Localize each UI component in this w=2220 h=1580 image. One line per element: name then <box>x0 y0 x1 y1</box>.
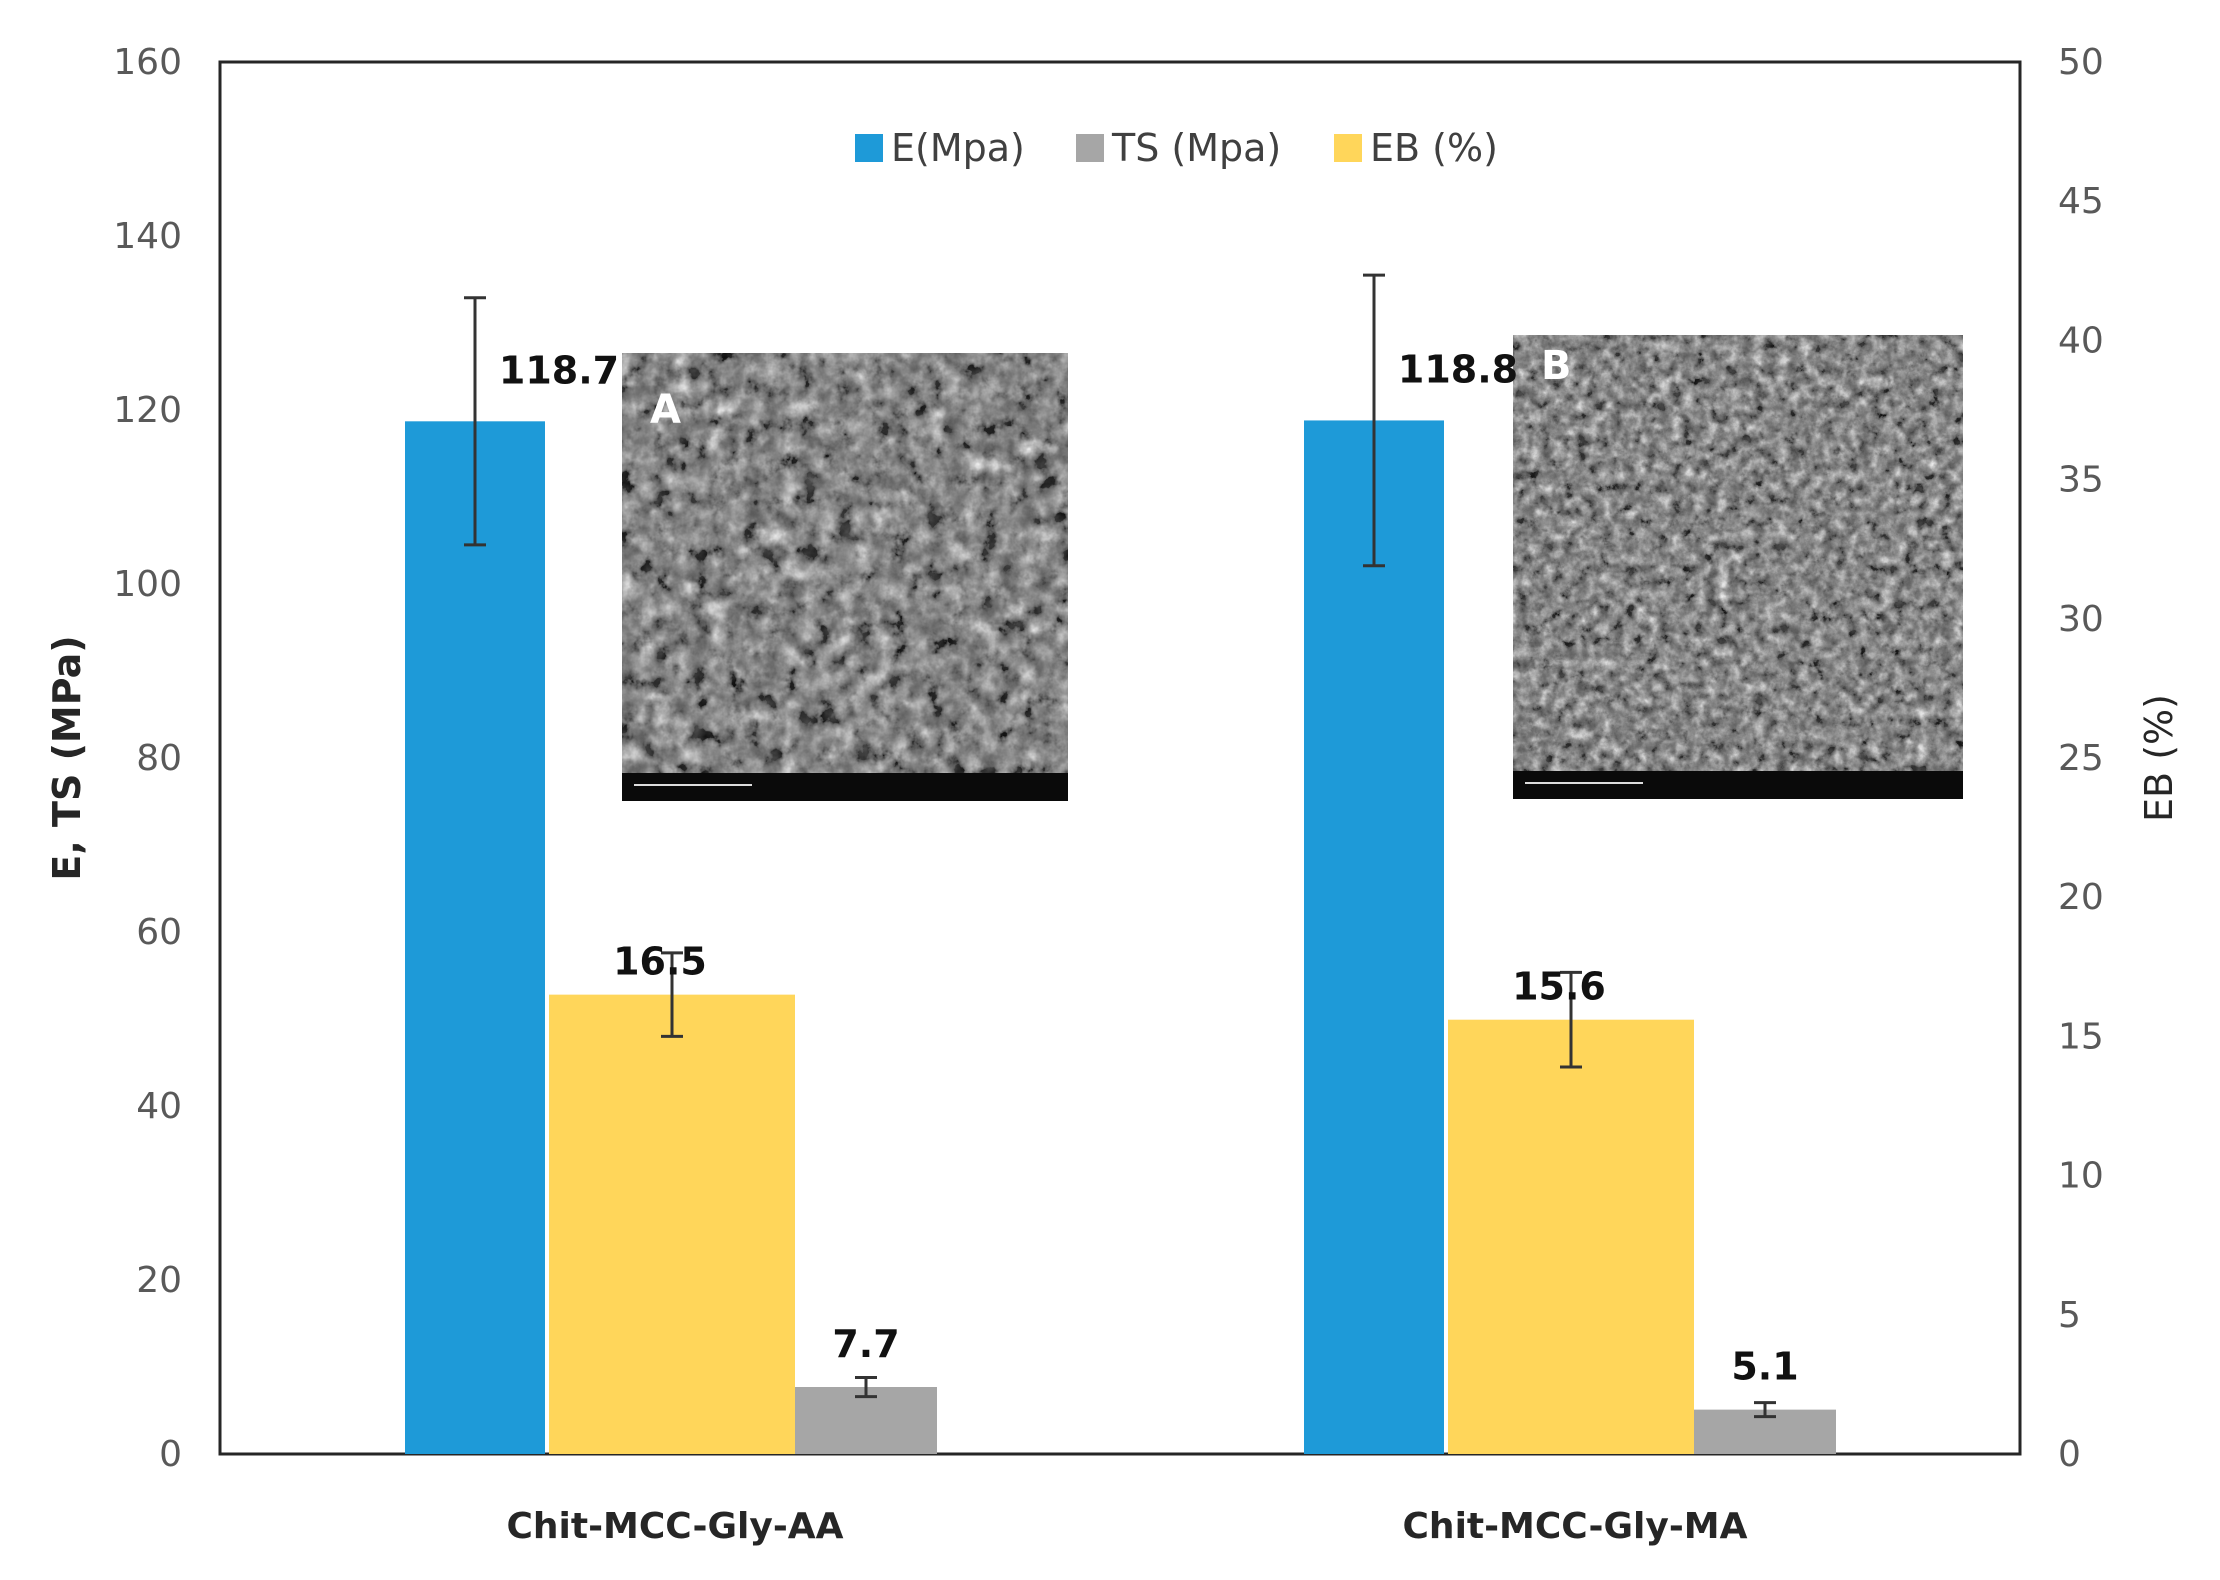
error-bars <box>464 273 1776 1419</box>
sem-image-b: B <box>1513 335 1963 799</box>
y2-tick-label: 10 <box>2058 1156 2104 1197</box>
sem-image-texture <box>1513 335 1963 799</box>
legend-label-ts-mpa: TS (Mpa) <box>1111 126 1281 170</box>
y-tick-label: 80 <box>136 738 182 779</box>
plot-frame <box>218 60 2022 1456</box>
sem-image-letter: A <box>650 387 681 433</box>
y2-tick-label: 25 <box>2058 738 2104 779</box>
data-label-eb: 15.6 <box>1512 965 1606 1009</box>
bar-eb <box>1448 1019 1694 1454</box>
y2-axis-title: EB (%) <box>2137 694 2181 822</box>
data-labels: 118.7 118.8 16.5 15.6 7.7 5.1 <box>499 347 1799 1388</box>
legend-swatch-e-mpa <box>855 134 883 162</box>
y2-tick-label: 40 <box>2058 320 2104 361</box>
y-axis-right: 0 5 10 15 20 25 30 35 40 45 50 <box>2058 42 2104 1475</box>
legend-swatch-eb <box>1334 134 1362 162</box>
sem-image-infobar <box>1513 771 1963 799</box>
sem-insets: AB <box>622 335 1963 801</box>
data-label-e-mpa: 118.7 <box>499 348 619 392</box>
sem-image-texture <box>622 353 1068 801</box>
y-axis-left: 0 20 40 60 80 100 120 140 160 <box>113 42 182 1475</box>
legend: E(Mpa) TS (Mpa) EB (%) <box>855 126 1498 170</box>
data-label-ts-mpa: 5.1 <box>1731 1345 1798 1389</box>
y-tick-label: 0 <box>159 1434 182 1475</box>
y2-tick-label: 50 <box>2058 42 2104 83</box>
y-axis-title: E, TS (MPa) <box>45 635 89 880</box>
y2-tick-label: 20 <box>2058 877 2104 918</box>
sem-image-infobar <box>622 773 1068 801</box>
y-tick-label: 100 <box>113 564 182 605</box>
y2-tick-label: 45 <box>2058 181 2104 222</box>
y-tick-label: 40 <box>136 1086 182 1127</box>
y2-tick-label: 35 <box>2058 460 2104 501</box>
bar-ts-mpa <box>795 1387 937 1454</box>
y-tick-label: 120 <box>113 390 182 431</box>
y2-tick-label: 5 <box>2058 1295 2081 1336</box>
y2-tick-label: 0 <box>2058 1434 2081 1475</box>
category-labels: Chit-MCC-Gly-AA Chit-MCC-Gly-MA <box>507 1506 1748 1547</box>
y-tick-label: 160 <box>113 42 182 83</box>
y2-tick-label: 15 <box>2058 1016 2104 1057</box>
legend-label-e-mpa: E(Mpa) <box>891 126 1025 170</box>
legend-label-eb: EB (%) <box>1370 126 1498 170</box>
sem-image-a: A <box>622 353 1068 801</box>
bars <box>405 420 1836 1455</box>
bar-eb <box>549 994 795 1454</box>
bar-e-mpa <box>1304 420 1444 1455</box>
y-tick-label: 20 <box>136 1260 182 1301</box>
category-label: Chit-MCC-Gly-MA <box>1403 1506 1748 1547</box>
data-label-eb: 16.5 <box>613 940 707 984</box>
legend-swatch-ts-mpa <box>1076 134 1104 162</box>
y-tick-label: 140 <box>113 216 182 257</box>
y2-tick-label: 30 <box>2058 599 2104 640</box>
data-label-e-mpa: 118.8 <box>1398 347 1518 391</box>
sem-image-letter: B <box>1541 343 1572 389</box>
category-label: Chit-MCC-Gly-AA <box>507 1506 844 1547</box>
bar-e-mpa <box>405 421 545 1454</box>
data-label-ts-mpa: 7.7 <box>832 1322 899 1366</box>
y-tick-label: 60 <box>136 912 182 953</box>
